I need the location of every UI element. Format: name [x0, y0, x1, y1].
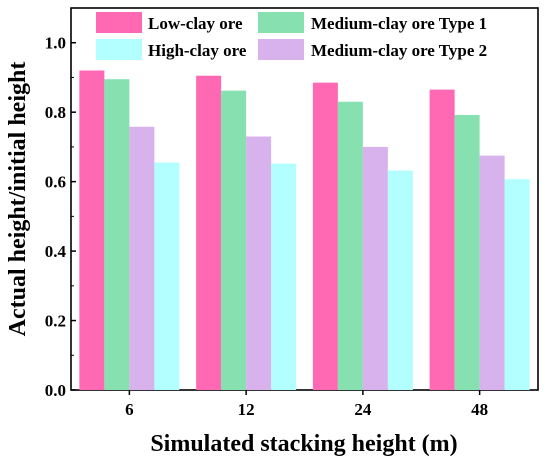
- bar-medium-clay-ore-type-2-6: [129, 126, 155, 390]
- y-tick-label-1.0: 1.0: [45, 34, 66, 53]
- bar-high-clay-ore-24: [387, 170, 413, 390]
- y-tick-label-0.0: 0.0: [45, 381, 66, 400]
- y-tick-label-0.6: 0.6: [45, 173, 66, 192]
- bar-medium-clay-ore-type-1-48: [454, 114, 480, 391]
- x-tick-label-12: 12: [238, 400, 255, 419]
- legend-label-medium-clay-type2: Medium-clay ore Type 2: [311, 41, 487, 60]
- x-axis-ticks: 6 12 24 48: [125, 390, 488, 419]
- bar-low-clay-ore-12: [196, 75, 222, 390]
- y-tick-label-0.8: 0.8: [45, 103, 66, 122]
- legend-label-high-clay: High-clay ore: [148, 41, 247, 60]
- bar-medium-clay-ore-type-1-12: [221, 90, 247, 390]
- y-axis-ticks: 0.0 0.2 0.4 0.6 0.8 1.0: [45, 34, 76, 400]
- bar-low-clay-ore-48: [429, 89, 455, 390]
- bar-medium-clay-ore-type-2-24: [362, 146, 388, 390]
- legend-swatch-medium-clay-type1: [258, 12, 304, 33]
- x-tick-label-6: 6: [125, 400, 134, 419]
- x-axis-title: Simulated stacking height (m): [150, 431, 457, 457]
- y-tick-label-0.4: 0.4: [45, 242, 67, 261]
- bars-group: [79, 70, 530, 391]
- bar-medium-clay-ore-type-2-12: [246, 136, 272, 390]
- x-tick-label-24: 24: [354, 400, 372, 419]
- legend-swatch-high-clay: [96, 39, 142, 60]
- y-tick-label-0.2: 0.2: [45, 312, 66, 331]
- bar-high-clay-ore-6: [154, 162, 180, 390]
- x-tick-label-48: 48: [471, 400, 488, 419]
- legend: Low-clay ore Medium-clay ore Type 1 High…: [96, 12, 487, 60]
- bar-high-clay-ore-48: [504, 179, 530, 390]
- legend-label-medium-clay-type1: Medium-clay ore Type 1: [311, 14, 487, 33]
- legend-swatch-medium-clay-type2: [258, 39, 304, 60]
- bar-medium-clay-ore-type-2-48: [479, 155, 505, 390]
- legend-swatch-low-clay: [96, 12, 142, 33]
- plot-frame: [70, 7, 539, 391]
- bar-high-clay-ore-12: [271, 163, 297, 390]
- legend-label-low-clay: Low-clay ore: [148, 14, 243, 33]
- bar-low-clay-ore-24: [312, 82, 338, 390]
- bar-low-clay-ore-6: [79, 70, 105, 390]
- bar-medium-clay-ore-type-1-24: [337, 101, 363, 390]
- bar-medium-clay-ore-type-1-6: [104, 79, 130, 390]
- y-axis-title: Actual height/initial height: [5, 62, 31, 337]
